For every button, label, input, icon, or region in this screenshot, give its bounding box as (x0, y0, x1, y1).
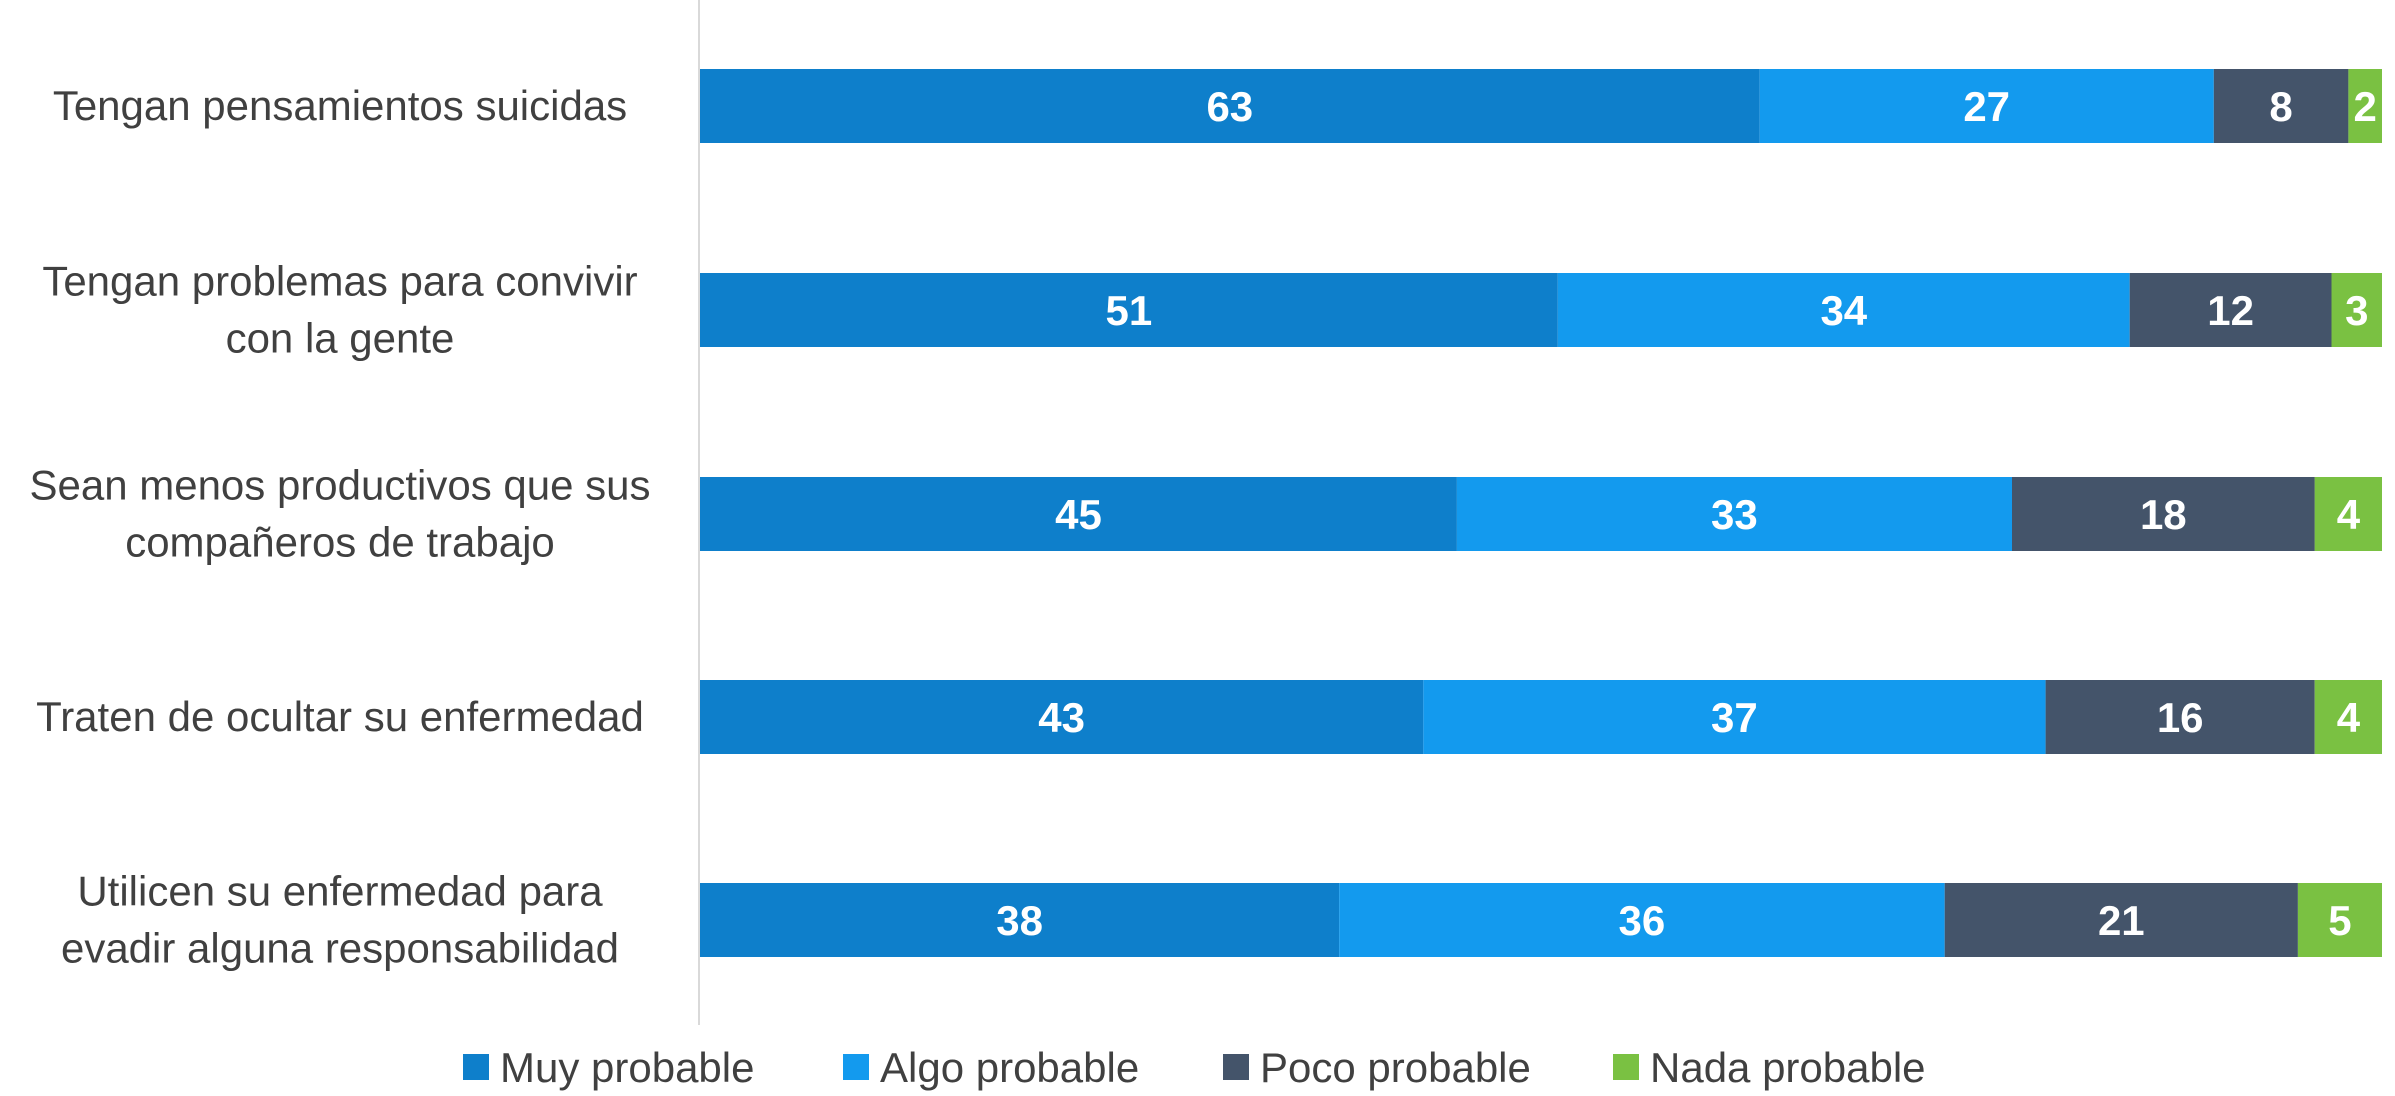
legend-swatch (1613, 1054, 1639, 1080)
bar-segment (700, 69, 1760, 143)
data-label: 4 (2337, 694, 2361, 741)
data-label: 51 (1106, 287, 1153, 334)
data-label: 2 (2354, 83, 2377, 130)
legend-swatch (843, 1054, 869, 1080)
bar-segment (1456, 477, 2012, 551)
data-label: 3 (2345, 287, 2368, 334)
legend: Muy probable Algo probable Poco probable Na… (463, 1044, 1926, 1091)
bar-segment (2314, 680, 2382, 754)
data-label: 27 (1963, 83, 2010, 130)
bar-segment (1557, 273, 2130, 347)
bar-segment (2314, 477, 2382, 551)
data-label: 34 (1820, 287, 1867, 334)
bar-segment (2331, 273, 2382, 347)
bar-segment (1339, 883, 1945, 957)
bar-segment (2213, 69, 2349, 143)
bar-segment (700, 273, 1558, 347)
bar-segment (700, 477, 1457, 551)
data-labels: 63 27 8 2 51 34 12 3 45 33 18 4 43 37 16 4 38 36 21 5 (996, 83, 2377, 944)
data-label: 21 (2098, 897, 2145, 944)
data-label: 12 (2207, 287, 2254, 334)
bar-segment (1944, 883, 2298, 957)
data-label: 45 (1055, 491, 1102, 538)
data-label: 4 (2337, 491, 2361, 538)
bar-segments (700, 69, 2382, 957)
bar-segment (1423, 680, 2046, 754)
bar-segment (2129, 273, 2332, 347)
bar-segment (2348, 69, 2382, 143)
bar-segment (700, 680, 1424, 754)
bar-segment (700, 883, 1340, 957)
bar-segment (1759, 69, 2214, 143)
bar-segment (2012, 477, 2315, 551)
data-label: 8 (2269, 83, 2292, 130)
data-label: 38 (996, 897, 1043, 944)
category-label: Sean menos productivos que sus compañeros… (29, 462, 650, 566)
legend-label: Algo probable (880, 1044, 1139, 1091)
data-label: 33 (1711, 491, 1758, 538)
data-label: 37 (1711, 694, 1758, 741)
legend-swatch (463, 1054, 489, 1080)
data-label: 63 (1206, 83, 1253, 130)
data-label: 5 (2328, 897, 2351, 944)
bar-segment (2045, 680, 2315, 754)
bar-segment (2297, 883, 2382, 957)
legend-label: Nada probable (1650, 1044, 1926, 1091)
data-label: 36 (1619, 897, 1666, 944)
data-label: 16 (2157, 694, 2204, 741)
category-label: Tengan problemas para convivir con la gen… (42, 258, 637, 362)
legend-label: Muy probable (500, 1044, 754, 1091)
category-label: Tengan pensamientos suicidas (53, 82, 627, 129)
category-label: Utilicen su enfermedad para evadir alguna… (61, 868, 619, 972)
legend-swatch (1223, 1054, 1249, 1080)
category-labels: Tengan pensamientos suicidas Tengan probl… (29, 82, 650, 972)
legend-label: Poco probable (1260, 1044, 1531, 1091)
category-label: Traten de ocultar su enfermedad (36, 693, 644, 740)
data-label: 18 (2140, 491, 2187, 538)
data-label: 43 (1038, 694, 1085, 741)
